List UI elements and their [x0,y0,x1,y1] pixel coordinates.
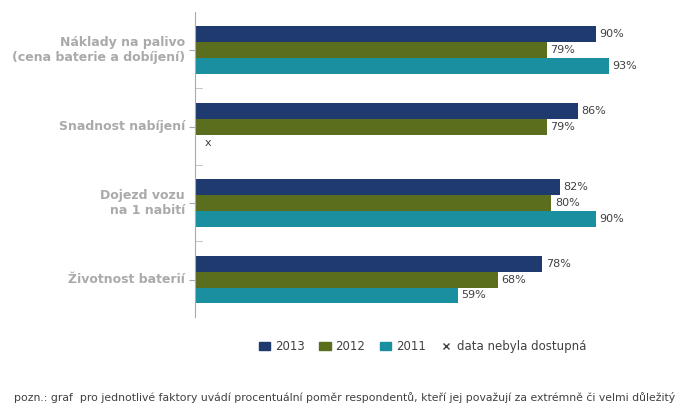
Bar [195,118,547,135]
Text: 79%: 79% [551,122,575,131]
Legend: 2013, 2012, 2011, data nebyla dostupná: 2013, 2012, 2011, data nebyla dostupná [254,336,591,358]
Bar [195,271,498,287]
Text: 79%: 79% [551,45,575,55]
Text: 90%: 90% [600,29,624,39]
Text: 59%: 59% [461,291,487,300]
Bar [195,211,596,227]
Bar [195,256,542,271]
Bar [195,42,547,58]
Text: pozn.: graf  pro jednotlivé faktory uvádí procentuální poměr respondentů, kteří : pozn.: graf pro jednotlivé faktory uvádí… [14,392,675,403]
Text: 68%: 68% [501,275,526,284]
Text: 90%: 90% [600,214,624,224]
Text: 78%: 78% [546,258,571,269]
Text: 86%: 86% [581,106,607,116]
Text: 80%: 80% [555,198,579,208]
Bar [195,103,578,118]
Text: 82%: 82% [564,182,588,192]
Bar [195,195,551,211]
Bar [195,26,596,42]
Bar [195,58,609,74]
Bar [195,287,458,304]
Bar [195,179,560,195]
Text: 93%: 93% [613,61,637,71]
Text: x: x [205,138,211,147]
